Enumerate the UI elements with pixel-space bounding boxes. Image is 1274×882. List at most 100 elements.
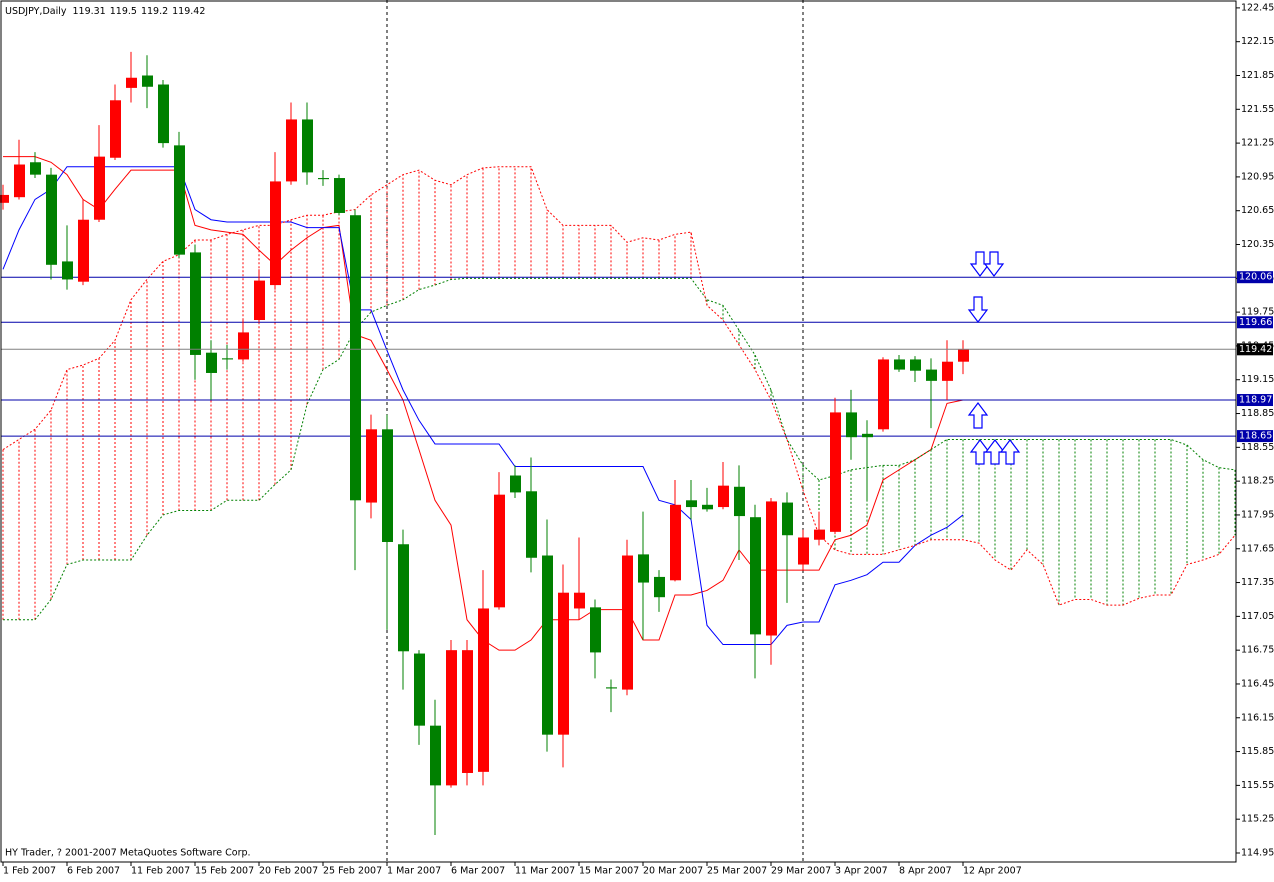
y-tick-label: 117.95: [1241, 509, 1274, 520]
y-tick-label: 119.15: [1241, 374, 1274, 385]
y-tick-label: 121.85: [1241, 70, 1274, 81]
candle-body: [574, 592, 585, 609]
y-tick-label: 120.95: [1241, 171, 1274, 182]
x-tick-label: 8 Apr 2007: [899, 866, 952, 877]
candle-body: [222, 358, 233, 360]
candle-body: [926, 369, 937, 381]
candle-body: [446, 650, 457, 786]
candle-body: [654, 576, 665, 598]
indicator-line: [3, 277, 1236, 621]
candle-body: [814, 529, 825, 540]
candle-body: [270, 181, 281, 286]
candle-body: [862, 433, 873, 438]
y-tick-label: 121.55: [1241, 104, 1274, 115]
candle-body: [318, 178, 329, 180]
level-label-box: [1237, 316, 1273, 329]
level-label: 118.65: [1239, 431, 1272, 442]
copyright: HY Trader, ? 2001-2007 MetaQuotes Softwa…: [5, 848, 251, 859]
x-tick-label: 15 Mar 2007: [579, 866, 639, 877]
last-open: 119.31: [72, 6, 105, 17]
y-tick-label: 118.55: [1241, 442, 1274, 453]
y-tick-label: 115.85: [1241, 746, 1274, 757]
candle-body: [558, 592, 569, 735]
candle-body: [30, 162, 41, 175]
down-arrow: [983, 251, 1005, 277]
up-arrow: [999, 439, 1021, 465]
x-tick-label: 11 Feb 2007: [131, 866, 190, 877]
candle-body: [126, 77, 137, 88]
symbol: USDJPY,Daily: [5, 6, 67, 17]
x-tick-label: 6 Mar 2007: [451, 866, 505, 877]
candle-body: [542, 555, 553, 735]
level-label-box: [1237, 271, 1273, 284]
x-tick-label: 20 Mar 2007: [643, 866, 703, 877]
x-tick-label: 25 Mar 2007: [707, 866, 767, 877]
x-tick-label: 25 Feb 2007: [323, 866, 382, 877]
candle-body: [622, 555, 633, 690]
candle-body: [46, 174, 57, 265]
up-arrow: [967, 402, 989, 429]
candle-body: [830, 412, 841, 532]
signal-arrows: [967, 251, 1021, 465]
candle-body: [894, 359, 905, 370]
candle-body: [462, 650, 473, 773]
y-tick-label: 118.25: [1241, 476, 1274, 487]
candle-body: [478, 608, 489, 772]
candle-body: [206, 352, 217, 373]
candle-body: [414, 653, 425, 726]
price-label: 119.42: [1239, 344, 1272, 355]
candle-body: [638, 554, 649, 583]
candle-body: [430, 725, 441, 786]
candle-body: [526, 491, 537, 558]
candle-body: [670, 504, 681, 581]
candle-body: [14, 164, 25, 198]
candle-body: [782, 502, 793, 536]
level-label-box: [1237, 394, 1273, 407]
x-tick-label: 15 Feb 2007: [195, 866, 254, 877]
candle-body: [606, 687, 617, 689]
y-tick-label: 117.35: [1241, 577, 1274, 588]
candle-body: [702, 504, 713, 510]
up-arrow: [969, 439, 991, 465]
candle-body: [910, 359, 921, 371]
candle-body: [958, 349, 969, 362]
up-arrow: [984, 439, 1006, 465]
candle-body: [286, 119, 297, 182]
x-tick-label: 20 Feb 2007: [259, 866, 318, 877]
last-close: 119.42: [172, 6, 205, 17]
candle-body: [302, 119, 313, 173]
candle-body: [62, 261, 73, 280]
candle-body: [798, 537, 809, 565]
candle-body: [142, 75, 153, 87]
y-tick-label: 117.65: [1241, 543, 1274, 554]
down-arrow: [969, 251, 991, 277]
x-tick-label: 12 Apr 2007: [963, 866, 1022, 877]
candle-body: [766, 501, 777, 636]
candle-body: [750, 517, 761, 635]
indicator-line: [2, 166, 1236, 606]
x-tick-label: 1 Mar 2007: [387, 866, 441, 877]
candle-body: [254, 280, 265, 321]
candle-body: [350, 215, 361, 501]
candle-body: [846, 412, 857, 438]
last-high: 119.5: [110, 6, 137, 17]
candle-body: [718, 485, 729, 508]
x-tick-label: 29 Mar 2007: [771, 866, 831, 877]
last-low: 119.2: [141, 6, 168, 17]
candle-body: [0, 194, 9, 203]
y-tick-label: 118.85: [1241, 408, 1274, 419]
candle-body: [334, 178, 345, 213]
candle-body: [686, 500, 697, 508]
candle-body: [94, 156, 105, 220]
y-tick-label: 115.25: [1241, 814, 1274, 825]
y-tick-label: 120.35: [1241, 239, 1274, 250]
chart-header: USDJPY,Daily 119.31 119.5 119.2 119.42: [5, 6, 205, 17]
candle-body: [878, 359, 889, 430]
plot: [0, 51, 1236, 835]
x-tick-label: 6 Feb 2007: [67, 866, 120, 877]
candle-body: [78, 219, 89, 282]
level-label: 118.97: [1239, 395, 1272, 406]
level-label-box: [1237, 430, 1273, 443]
